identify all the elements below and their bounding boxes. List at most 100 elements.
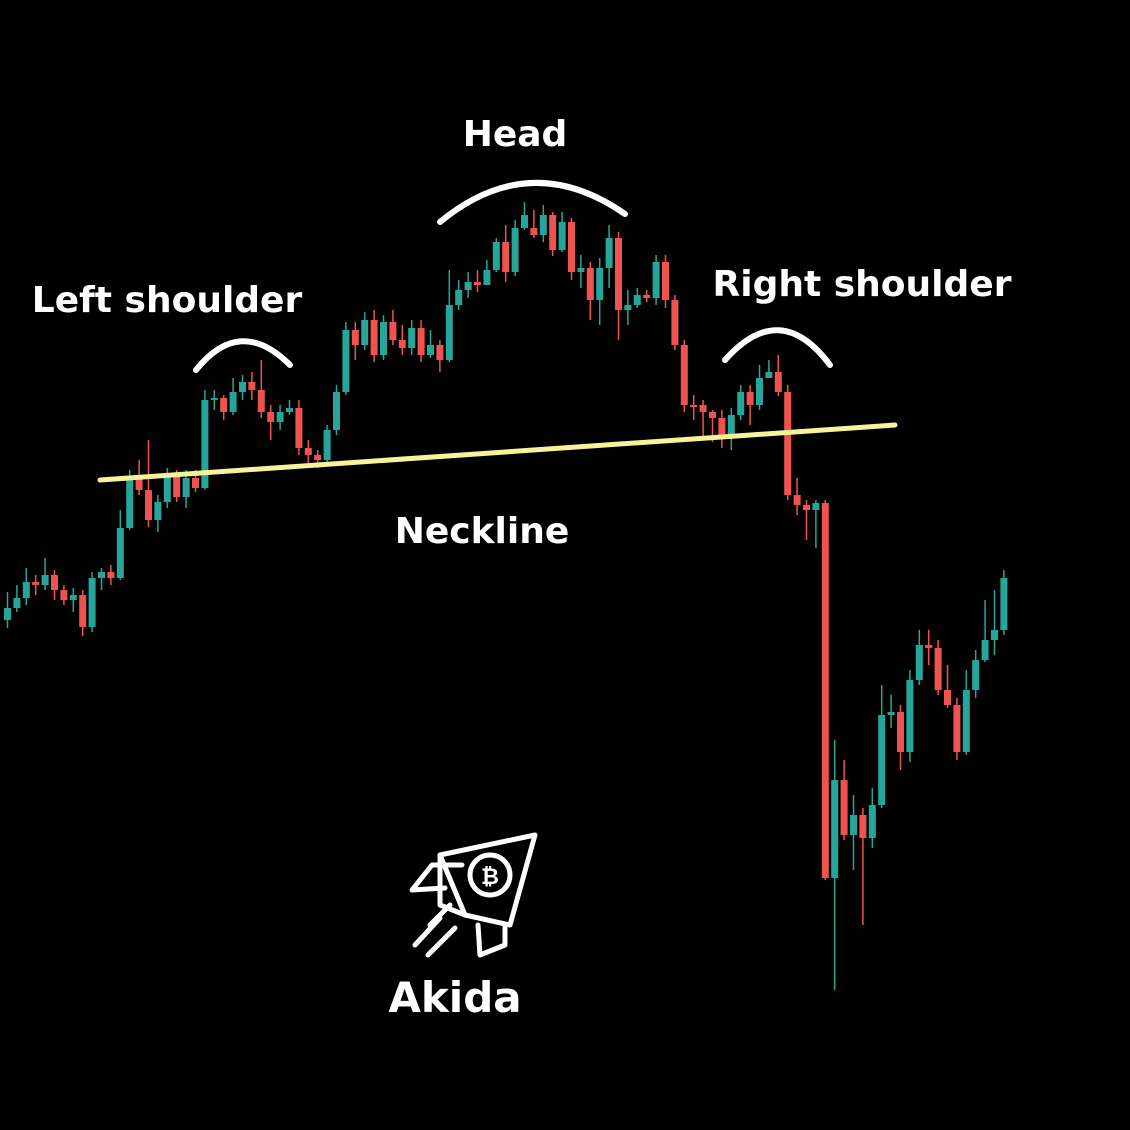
candle-body — [981, 640, 989, 660]
candle-body — [483, 270, 491, 285]
annotation-neckline: Neckline — [395, 511, 570, 552]
candle-body — [201, 400, 209, 488]
head-arc — [437, 179, 628, 225]
candle-body — [445, 305, 453, 360]
candle-body — [633, 295, 641, 305]
candle-body — [267, 412, 275, 422]
candle-body — [22, 582, 30, 598]
candle-body — [586, 268, 594, 300]
candle-body — [286, 408, 293, 412]
candle-body — [840, 780, 848, 835]
candle-body — [511, 228, 519, 272]
candle-body — [239, 382, 246, 392]
candle-body — [558, 222, 566, 250]
candle-body — [850, 815, 857, 835]
candle-body — [295, 408, 303, 448]
candle-body — [859, 815, 867, 838]
candle-body — [492, 242, 500, 270]
candle-body — [436, 345, 444, 360]
candle-body — [577, 268, 585, 272]
candle-body — [671, 300, 679, 345]
candle-body — [229, 392, 237, 412]
candle-body — [530, 228, 538, 235]
candle-body — [192, 478, 199, 488]
candle-body — [98, 572, 105, 578]
candle-body — [596, 268, 604, 300]
candle-body — [389, 322, 397, 340]
candle-body — [812, 503, 820, 510]
rocket-bitcoin-icon — [409, 832, 538, 958]
candle-body — [521, 215, 528, 228]
candle-body — [126, 478, 134, 528]
candle-body — [69, 595, 77, 600]
neckline-line — [97, 422, 898, 483]
candle-body — [887, 712, 895, 715]
candle-body — [709, 412, 716, 418]
candle-body — [464, 282, 472, 290]
candle-body — [539, 215, 547, 235]
candle-body — [680, 345, 688, 405]
candle-body — [145, 490, 152, 520]
candle-body — [944, 690, 951, 705]
candle-body — [878, 715, 886, 805]
candle-body — [972, 660, 980, 690]
candle-body — [154, 502, 162, 520]
candle-body — [906, 680, 914, 752]
candle-body — [79, 595, 87, 627]
candle-body — [135, 478, 143, 490]
candle-body — [107, 572, 115, 578]
candle-body — [248, 382, 256, 390]
coin-symbol: ₿ — [481, 865, 499, 890]
candle-body — [210, 398, 218, 400]
candle-body — [220, 398, 228, 412]
candle-body — [821, 503, 829, 878]
candle-body — [342, 330, 350, 392]
candle-body — [88, 578, 96, 627]
candle-body — [257, 390, 265, 412]
candle-body — [991, 630, 998, 640]
candle-body — [4, 608, 11, 620]
candle-body — [934, 648, 942, 690]
candle-body — [925, 645, 933, 648]
candle-body — [116, 528, 124, 578]
candle-body — [615, 238, 622, 310]
candle-body — [897, 712, 904, 752]
candle-body — [784, 392, 792, 495]
candle-body — [727, 415, 735, 438]
candle-body — [962, 690, 970, 752]
candle-body — [793, 495, 801, 505]
candle-body — [333, 392, 340, 430]
candle-body — [605, 238, 613, 268]
left-shoulder-arc — [193, 338, 293, 373]
candle-body — [643, 295, 651, 298]
candle-body — [455, 290, 463, 305]
candle-body — [32, 582, 40, 585]
candle-body — [474, 282, 481, 285]
candle-body — [408, 328, 416, 348]
candle-body — [652, 262, 660, 298]
candle-body — [361, 320, 369, 345]
candle-body — [41, 575, 49, 585]
candle-body — [765, 372, 773, 378]
brand-name: Akida — [388, 973, 521, 1022]
annotation-head: Head — [463, 114, 568, 155]
candle-body — [915, 645, 923, 680]
candle-body — [868, 805, 876, 838]
annotation-left-shoulder: Left shoulder — [32, 280, 303, 321]
candle-body — [314, 455, 322, 460]
candle-body — [398, 340, 406, 348]
candle-body — [549, 215, 557, 250]
candle-body — [51, 575, 58, 590]
candle-body — [351, 330, 359, 345]
candle-body — [624, 305, 632, 310]
annotation-right-shoulder: Right shoulder — [713, 264, 1012, 305]
candle-body — [370, 320, 378, 355]
candle-body — [953, 705, 961, 752]
candle-body — [60, 590, 68, 600]
candle-body — [182, 478, 190, 497]
candle-body — [304, 448, 312, 455]
right-shoulder-arc — [722, 327, 833, 368]
candle-body — [568, 222, 575, 272]
